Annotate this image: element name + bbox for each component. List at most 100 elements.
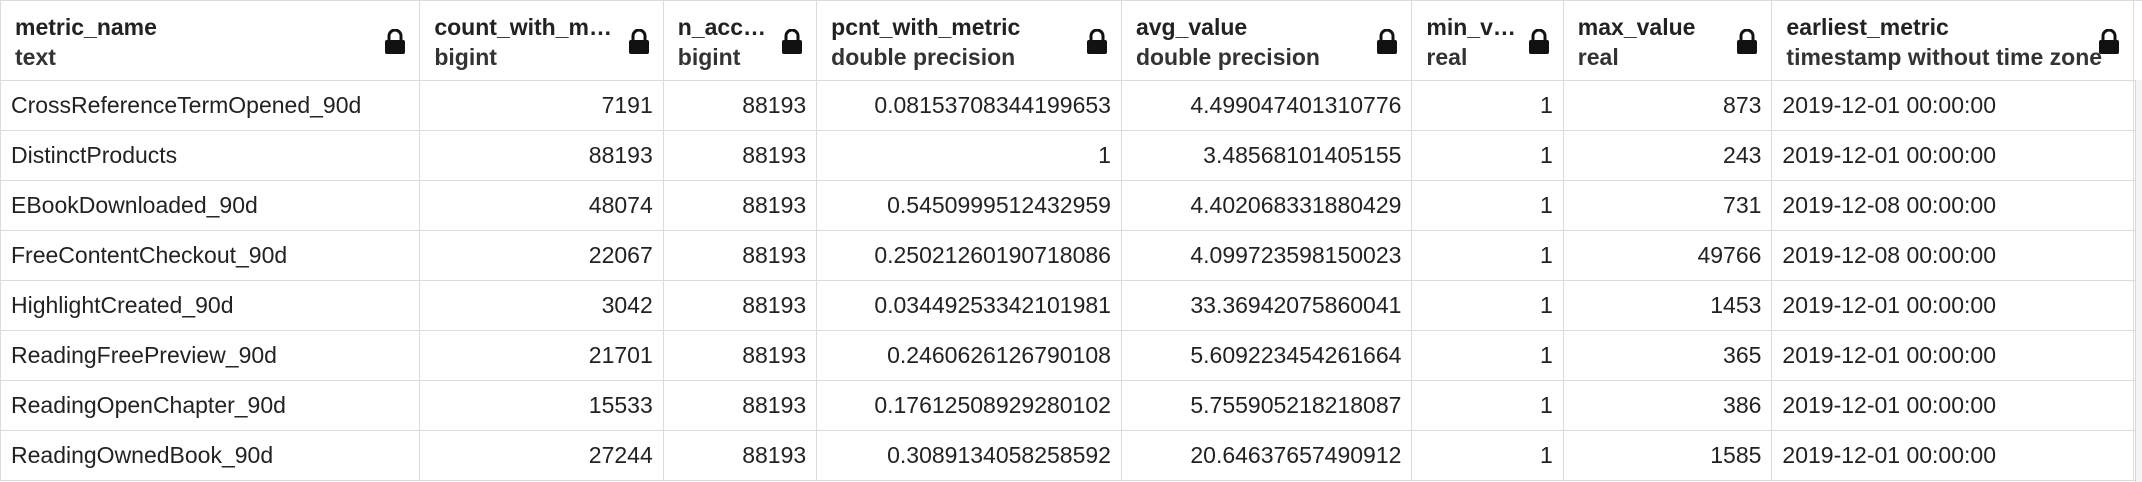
cell-count-with-metric[interactable]: 21701	[419, 330, 664, 381]
lock-icon	[2099, 29, 2120, 54]
column-type: real	[1577, 44, 1619, 70]
cell-n-account[interactable]: 88193	[662, 180, 818, 231]
column-header-earliest-metric[interactable]: earliest_metric timestamp without time z…	[1771, 0, 2135, 81]
cell-n-account[interactable]: 88193	[662, 130, 818, 181]
cell-count-with-metric[interactable]: 15533	[419, 380, 664, 431]
cell-pcnt-with-metric[interactable]: 0.2460626126790108	[816, 330, 1122, 381]
cell-min-value[interactable]: 1	[1411, 180, 1564, 231]
cell-min-value[interactable]: 1	[1411, 430, 1564, 481]
cell-max-value[interactable]: 1453	[1562, 280, 1773, 331]
cell-min-value[interactable]: 1	[1411, 80, 1564, 131]
cell-earliest-metric[interactable]: 2019-12-08 00:00:00	[1771, 230, 2135, 281]
cell-avg-value[interactable]: 4.402068331880429	[1120, 180, 1413, 231]
table-row[interactable]: CrossReferenceTermOpened_90d 7191 88193 …	[0, 80, 2142, 131]
column-header-count-with-metric[interactable]: count_with_metric bigint	[419, 0, 664, 81]
cell-avg-value[interactable]: 5.755905218218087	[1120, 380, 1413, 431]
column-type: double precision	[831, 44, 1016, 70]
cell-pcnt-with-metric[interactable]: 0.17612508929280102	[816, 380, 1122, 431]
cell-metric-name[interactable]: ReadingFreePreview_90d	[0, 330, 421, 381]
cell-n-account[interactable]: 88193	[662, 230, 818, 281]
cell-min-value[interactable]: 1	[1411, 230, 1564, 281]
cell-avg-value[interactable]: 4.499047401310776	[1120, 80, 1413, 131]
cell-min-value[interactable]: 1	[1411, 130, 1564, 181]
cell-count-with-metric[interactable]: 88193	[419, 130, 664, 181]
cell-pcnt-with-metric[interactable]: 1	[816, 130, 1122, 181]
table-row[interactable]: ReadingOwnedBook_90d 27244 88193 0.30891…	[0, 430, 2142, 481]
vertical-scrollbar[interactable]	[2135, 80, 2142, 482]
column-name: pcnt_with_metric	[831, 14, 1021, 40]
cell-earliest-metric[interactable]: 2019-12-01 00:00:00	[1771, 330, 2135, 381]
column-name: avg_value	[1135, 14, 1248, 40]
cell-n-account[interactable]: 88193	[662, 330, 818, 381]
column-type: bigint	[434, 44, 497, 70]
column-name: max_value	[1577, 14, 1696, 40]
cell-metric-name[interactable]: EBookDownloaded_90d	[0, 180, 421, 231]
cell-max-value[interactable]: 243	[1562, 130, 1773, 181]
cell-metric-name[interactable]: FreeContentCheckout_90d	[0, 230, 421, 281]
cell-max-value[interactable]: 386	[1562, 380, 1773, 431]
table-row[interactable]: FreeContentCheckout_90d 22067 88193 0.25…	[0, 230, 2142, 281]
lock-icon	[385, 29, 406, 54]
cell-n-account[interactable]: 88193	[662, 430, 818, 481]
cell-avg-value[interactable]: 5.609223454261664	[1120, 330, 1413, 381]
column-name: earliest_metric	[1786, 14, 1949, 40]
header-row: metric_name text count_with_metric bigin…	[0, 0, 2142, 81]
column-type: timestamp without time zone	[1786, 44, 2103, 70]
table-row[interactable]: ReadingFreePreview_90d 21701 88193 0.246…	[0, 330, 2142, 381]
column-type: real	[1426, 44, 1468, 70]
column-header-pcnt-with-metric[interactable]: pcnt_with_metric double precision	[816, 0, 1122, 81]
cell-avg-value[interactable]: 33.36942075860041	[1120, 280, 1413, 331]
cell-count-with-metric[interactable]: 22067	[419, 230, 664, 281]
table-row[interactable]: HighlightCreated_90d 3042 88193 0.034492…	[0, 280, 2142, 331]
cell-pcnt-with-metric[interactable]: 0.03449253342101981	[816, 280, 1122, 331]
cell-metric-name[interactable]: HighlightCreated_90d	[0, 280, 421, 331]
cell-n-account[interactable]: 88193	[662, 280, 818, 331]
cell-earliest-metric[interactable]: 2019-12-01 00:00:00	[1771, 80, 2135, 131]
cell-metric-name[interactable]: CrossReferenceTermOpened_90d	[0, 80, 421, 131]
lock-icon	[782, 29, 803, 54]
column-header-last[interactable]: last_ times	[2133, 0, 2142, 81]
column-header-metric-name[interactable]: metric_name text	[0, 0, 421, 81]
cell-avg-value[interactable]: 20.64637657490912	[1120, 430, 1413, 481]
cell-min-value[interactable]: 1	[1411, 380, 1564, 431]
column-header-min-value[interactable]: min_value real	[1411, 0, 1564, 81]
cell-metric-name[interactable]: DistinctProducts	[0, 130, 421, 181]
cell-pcnt-with-metric[interactable]: 0.08153708344199653	[816, 80, 1122, 131]
lock-icon	[1086, 29, 1107, 54]
cell-pcnt-with-metric[interactable]: 0.5450999512432959	[816, 180, 1122, 231]
cell-count-with-metric[interactable]: 48074	[419, 180, 664, 231]
cell-earliest-metric[interactable]: 2019-12-01 00:00:00	[1771, 430, 2135, 481]
cell-max-value[interactable]: 49766	[1562, 230, 1773, 281]
cell-min-value[interactable]: 1	[1411, 330, 1564, 381]
cell-earliest-metric[interactable]: 2019-12-01 00:00:00	[1771, 380, 2135, 431]
column-header-n-account[interactable]: n_account bigint	[662, 0, 818, 81]
cell-metric-name[interactable]: ReadingOpenChapter_90d	[0, 380, 421, 431]
cell-max-value[interactable]: 365	[1562, 330, 1773, 381]
table-row[interactable]: DistinctProducts 88193 88193 1 3.4856810…	[0, 130, 2142, 181]
cell-avg-value[interactable]: 4.099723598150023	[1120, 230, 1413, 281]
cell-earliest-metric[interactable]: 2019-12-01 00:00:00	[1771, 130, 2135, 181]
column-header-max-value[interactable]: max_value real	[1562, 0, 1773, 81]
cell-pcnt-with-metric[interactable]: 0.3089134058258592	[816, 430, 1122, 481]
cell-pcnt-with-metric[interactable]: 0.25021260190718086	[816, 230, 1122, 281]
cell-max-value[interactable]: 1585	[1562, 430, 1773, 481]
cell-count-with-metric[interactable]: 3042	[419, 280, 664, 331]
cell-n-account[interactable]: 88193	[662, 380, 818, 431]
cell-earliest-metric[interactable]: 2019-12-08 00:00:00	[1771, 180, 2135, 231]
table-row[interactable]: EBookDownloaded_90d 48074 88193 0.545099…	[0, 180, 2142, 231]
cell-count-with-metric[interactable]: 7191	[419, 80, 664, 131]
column-type: double precision	[1135, 44, 1320, 70]
cell-count-with-metric[interactable]: 27244	[419, 430, 664, 481]
cell-avg-value[interactable]: 3.48568101405155	[1120, 130, 1413, 181]
cell-max-value[interactable]: 731	[1562, 180, 1773, 231]
column-header-avg-value[interactable]: avg_value double precision	[1120, 0, 1413, 81]
cell-n-account[interactable]: 88193	[662, 80, 818, 131]
lock-icon	[1737, 29, 1758, 54]
cell-metric-name[interactable]: ReadingOwnedBook_90d	[0, 430, 421, 481]
cell-max-value[interactable]: 873	[1562, 80, 1773, 131]
cell-min-value[interactable]: 1	[1411, 280, 1564, 331]
cell-earliest-metric[interactable]: 2019-12-01 00:00:00	[1771, 280, 2135, 331]
table-row[interactable]: ReadingOpenChapter_90d 15533 88193 0.176…	[0, 380, 2142, 431]
